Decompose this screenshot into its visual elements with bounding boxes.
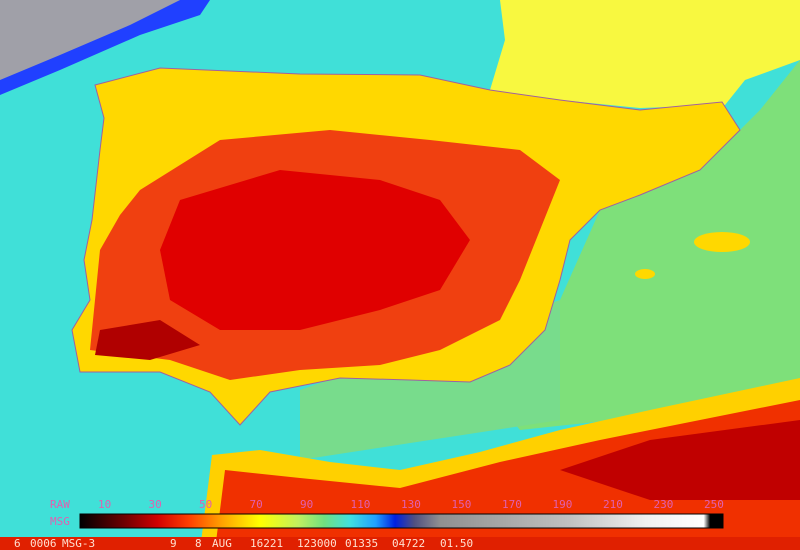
legend-tick-label: 250 xyxy=(704,498,724,511)
status-field: 01.50 xyxy=(440,537,473,550)
legend-tick-label: 90 xyxy=(300,498,313,511)
mallorca xyxy=(694,232,750,252)
raw-label: RAW xyxy=(50,498,70,511)
status-field: 9 xyxy=(170,537,177,550)
status-field: 123000 xyxy=(297,537,337,550)
legend-tick-label: 230 xyxy=(654,498,674,511)
status-field: 0006 xyxy=(30,537,57,550)
msg-label: MSG xyxy=(50,515,70,528)
status-field: 01335 xyxy=(345,537,378,550)
status-fields: 6 0006 MSG-3 9 8 AUG 16221 123000 01335 04722 01.5… xyxy=(14,537,473,550)
status-field: 6 xyxy=(14,537,21,550)
status-field: 16221 xyxy=(250,537,283,550)
status-field: AUG xyxy=(212,537,232,550)
north-africa-hottest xyxy=(560,420,800,500)
legend-tick-label: 210 xyxy=(603,498,623,511)
status-field: MSG-3 xyxy=(62,537,95,550)
legend-tick-label: 50 xyxy=(199,498,212,511)
legend-tick-label: 30 xyxy=(149,498,162,511)
status-field: 8 xyxy=(195,537,202,550)
legend-tick-label: 190 xyxy=(553,498,573,511)
iberia-hottest xyxy=(160,170,470,330)
status-field: 04722 xyxy=(392,537,425,550)
ibiza xyxy=(635,269,655,279)
legend-tick-label: 110 xyxy=(351,498,371,511)
legend-tick-label: 170 xyxy=(502,498,522,511)
cloud xyxy=(0,0,180,80)
legend-tick-label: 10 xyxy=(98,498,111,511)
iberia-hottest-south xyxy=(95,320,200,360)
north-africa-hot xyxy=(215,400,800,550)
color-scale xyxy=(79,513,724,529)
legend-tick-label: 70 xyxy=(250,498,263,511)
legend-tick-label: 150 xyxy=(452,498,472,511)
status-bar xyxy=(0,537,800,550)
france xyxy=(490,0,800,108)
legend-tick-label: 130 xyxy=(401,498,421,511)
legend-ticks: 10 30 50 70 90 110 130 150 170 190 210 230 250 xyxy=(98,498,724,511)
